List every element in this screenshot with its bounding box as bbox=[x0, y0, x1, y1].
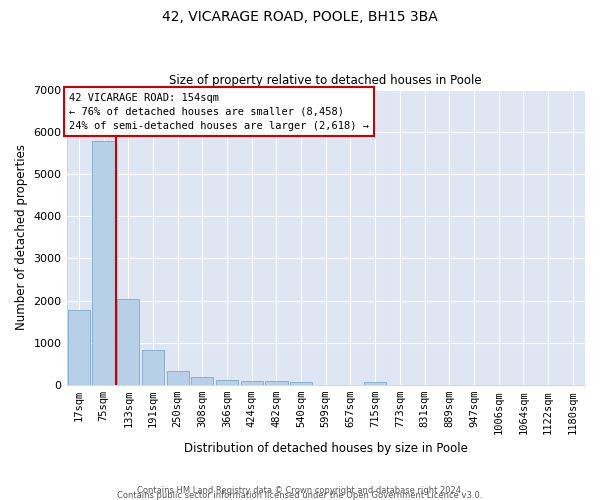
Text: Contains public sector information licensed under the Open Government Licence v3: Contains public sector information licen… bbox=[118, 490, 482, 500]
Bar bbox=[241, 381, 263, 385]
Bar bbox=[92, 141, 115, 385]
Bar bbox=[167, 370, 189, 385]
Bar bbox=[117, 298, 139, 385]
Bar bbox=[142, 350, 164, 385]
Text: 42 VICARAGE ROAD: 154sqm
← 76% of detached houses are smaller (8,458)
24% of sem: 42 VICARAGE ROAD: 154sqm ← 76% of detach… bbox=[69, 92, 369, 130]
Bar bbox=[216, 380, 238, 385]
Bar bbox=[68, 310, 90, 385]
Bar bbox=[364, 382, 386, 385]
X-axis label: Distribution of detached houses by size in Poole: Distribution of detached houses by size … bbox=[184, 442, 468, 455]
Text: Contains HM Land Registry data © Crown copyright and database right 2024.: Contains HM Land Registry data © Crown c… bbox=[137, 486, 463, 495]
Text: 42, VICARAGE ROAD, POOLE, BH15 3BA: 42, VICARAGE ROAD, POOLE, BH15 3BA bbox=[162, 10, 438, 24]
Bar bbox=[191, 377, 214, 385]
Bar bbox=[290, 382, 312, 385]
Bar bbox=[265, 382, 287, 385]
Y-axis label: Number of detached properties: Number of detached properties bbox=[15, 144, 28, 330]
Title: Size of property relative to detached houses in Poole: Size of property relative to detached ho… bbox=[169, 74, 482, 87]
